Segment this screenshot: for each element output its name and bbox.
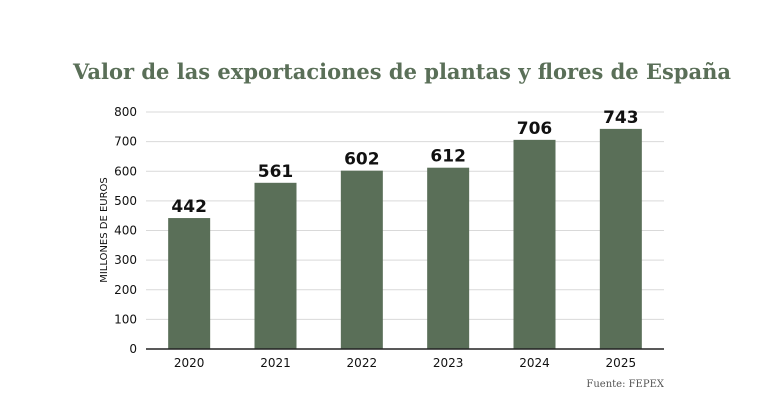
bar: [427, 167, 470, 349]
bar-value-label: 706: [517, 119, 553, 139]
bar: [168, 218, 211, 349]
chart-title: Valor de las exportaciones de plantas y …: [72, 59, 731, 84]
bar-value-label: 561: [258, 162, 294, 182]
x-tick-label: 2023: [433, 356, 464, 370]
x-tick-label: 2024: [519, 356, 550, 370]
bar-value-label: 602: [344, 150, 380, 170]
bar-value-label: 612: [430, 147, 466, 167]
x-tick-label: 2022: [347, 356, 378, 370]
y-tick-label: 300: [114, 253, 137, 267]
x-tick-label: 2021: [260, 356, 291, 370]
source-note: Fuente: FEPEX: [586, 379, 664, 390]
bars: [168, 128, 642, 349]
bar: [254, 182, 297, 349]
y-axis-label: MILLONES DE EUROS: [99, 177, 110, 283]
bar: [599, 128, 642, 349]
gridlines: [146, 111, 664, 320]
y-tick-label: 0: [129, 342, 137, 356]
x-tick-label: 2025: [606, 356, 637, 370]
y-tick-label: 600: [114, 164, 137, 178]
y-tick-label: 700: [114, 135, 137, 149]
y-tick-label: 100: [114, 312, 137, 326]
x-tick-label: 2020: [174, 356, 205, 370]
bar: [340, 170, 383, 349]
bar: [513, 139, 556, 349]
bar-value-label: 743: [603, 108, 639, 128]
y-tick-label: 500: [114, 194, 137, 208]
y-tick-label: 200: [114, 283, 137, 297]
y-tick-label: 400: [114, 224, 137, 238]
data-labels: 442 561 602 612 706 743: [171, 108, 638, 217]
y-tick-label: 800: [114, 105, 137, 119]
y-axis-ticks: 0 100 200 300 400 500 600 700 800: [114, 105, 137, 356]
bar-value-label: 442: [171, 197, 207, 217]
x-axis-ticks: 2020 2021 2022 2023 2024 2025: [174, 356, 636, 370]
